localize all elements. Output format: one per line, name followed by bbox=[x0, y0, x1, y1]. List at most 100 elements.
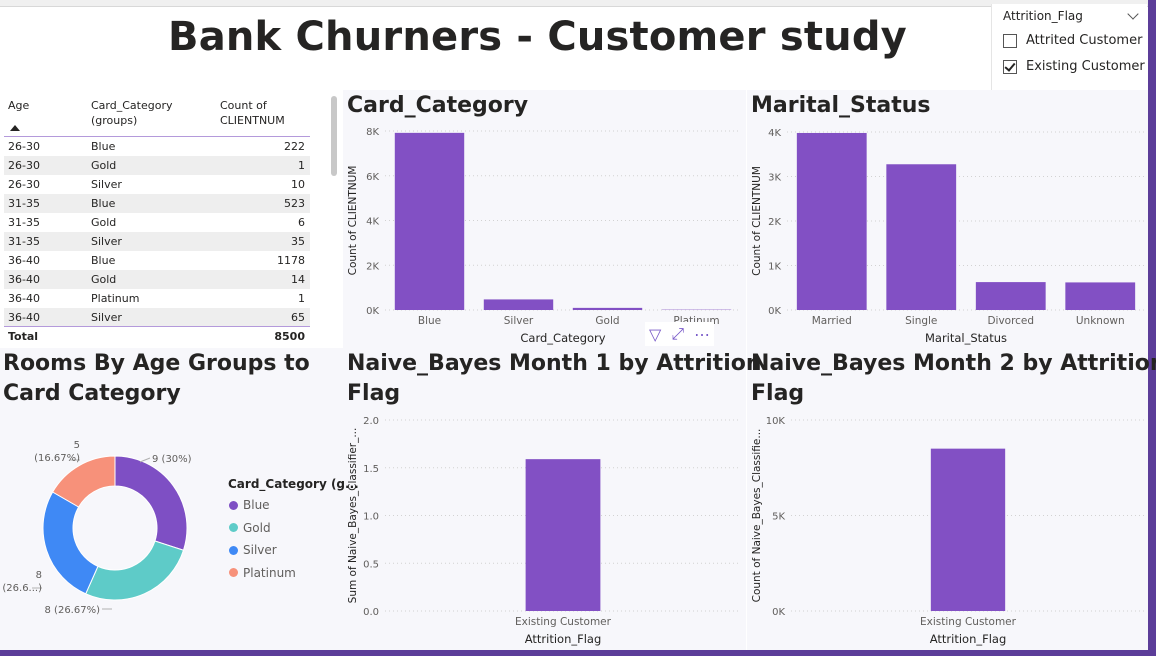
age-card-table[interactable]: Age Card_Category (groups) Count of CLIE… bbox=[4, 92, 310, 346]
legend-swatch bbox=[229, 545, 238, 555]
cell-count: 1 bbox=[298, 159, 305, 172]
bar[interactable] bbox=[930, 448, 1006, 611]
x-tick-label: Single bbox=[905, 315, 937, 327]
legend-item[interactable]: Silver bbox=[229, 543, 277, 557]
donut-legend-title: Card_Category (g... bbox=[228, 477, 359, 491]
bar[interactable] bbox=[394, 132, 465, 310]
table-row[interactable]: 31-35 Blue 523 bbox=[4, 194, 310, 213]
cell-card-category: Gold bbox=[91, 159, 117, 172]
y-tick-label: 4K bbox=[768, 128, 781, 139]
marital-status-chart[interactable]: 0K 1K 2K 3K 4K Married Single Divorced Unknown Ma… bbox=[747, 120, 1148, 348]
checkbox[interactable] bbox=[1003, 59, 1017, 74]
x-axis-title: Attrition_Flag bbox=[525, 632, 602, 646]
y-axis-title: Count of Naive_Bayes_Classifie... bbox=[751, 429, 763, 603]
cell-count: 14 bbox=[291, 273, 305, 286]
y-tick-label: 8K bbox=[366, 127, 379, 138]
chart-title-donut: Rooms By Age Groups to Card Category bbox=[3, 351, 310, 406]
table-row[interactable]: 26-30 Gold 1 bbox=[4, 156, 310, 175]
data-label: 9 (30%) bbox=[152, 454, 192, 465]
y-tick-label: 0.5 bbox=[363, 559, 379, 570]
sort-ascending-icon bbox=[10, 125, 20, 131]
x-axis-title: Card_Category bbox=[520, 331, 605, 345]
donut-chart[interactable]: 9 (30%) 8 (26.67%) 8 (26.6...) 5 (16.67%) bbox=[0, 430, 225, 630]
y-tick-label: 2K bbox=[768, 217, 781, 228]
table-row[interactable]: 31-35 Gold 6 bbox=[4, 213, 310, 232]
checkbox[interactable] bbox=[1003, 33, 1017, 48]
nb-month1-chart[interactable]: 0.0 0.5 1.0 1.5 2.0 Existing Customer Attritio… bbox=[343, 410, 746, 650]
report-title: Bank Churners - Customer study bbox=[168, 14, 907, 60]
focus-mode-icon[interactable]: ⤢ bbox=[671, 324, 685, 343]
donut-slice bbox=[114, 455, 188, 551]
legend-item[interactable]: Platinum bbox=[229, 566, 296, 580]
x-tick-label: Existing Customer bbox=[515, 616, 612, 628]
slicer-option-existing[interactable]: Existing Customer bbox=[1003, 59, 1145, 74]
table-row[interactable]: 36-40 Silver 65 bbox=[4, 308, 310, 327]
cell-count: 1178 bbox=[277, 254, 305, 267]
bar[interactable] bbox=[796, 132, 867, 310]
bar[interactable] bbox=[1065, 282, 1136, 310]
y-tick-label: 0K bbox=[772, 607, 785, 618]
cell-count: 222 bbox=[284, 140, 305, 153]
filter-icon[interactable]: ▽ bbox=[649, 324, 662, 344]
total-value: 8500 bbox=[274, 330, 305, 343]
header-card-category[interactable]: Card_Category (groups) bbox=[91, 99, 173, 127]
y-axis-title: Sum of Naive_Bayes_Classifier_... bbox=[347, 428, 359, 604]
x-tick-label: Blue bbox=[418, 315, 441, 327]
cell-count: 1 bbox=[298, 292, 305, 305]
more-options-icon[interactable]: ⋯ bbox=[694, 324, 711, 344]
cell-count: 10 bbox=[291, 178, 305, 191]
nb-month2-chart[interactable]: 0K 5K 10K Existing Customer Attrition_Flag Co… bbox=[747, 410, 1148, 650]
table-scrollbar[interactable] bbox=[331, 96, 337, 176]
table-row[interactable]: 36-40 Platinum 1 bbox=[4, 289, 310, 308]
y-tick-label: 10K bbox=[766, 416, 786, 427]
y-tick-label: 0K bbox=[768, 306, 781, 317]
table-row[interactable]: 36-40 Gold 14 bbox=[4, 270, 310, 289]
x-tick-label: Unknown bbox=[1076, 315, 1125, 327]
table-total-row: Total 8500 bbox=[4, 326, 310, 347]
header-count[interactable]: Count of CLIENTNUM bbox=[220, 99, 285, 127]
bar[interactable] bbox=[525, 459, 601, 611]
chart-title-card-category: Card_Category bbox=[347, 93, 529, 118]
cell-age: 31-35 bbox=[8, 235, 40, 248]
donut-slice bbox=[51, 455, 116, 508]
bar[interactable] bbox=[483, 299, 554, 310]
table-row[interactable]: 31-35 Silver 35 bbox=[4, 232, 310, 251]
table-row[interactable]: 26-30 Silver 10 bbox=[4, 175, 310, 194]
y-tick-label: 1K bbox=[768, 262, 781, 273]
donut-slice bbox=[42, 491, 99, 595]
data-label: 8 bbox=[36, 570, 42, 581]
chevron-down-icon[interactable] bbox=[1127, 8, 1139, 20]
table-header: Age Card_Category (groups) Count of CLIE… bbox=[4, 92, 310, 137]
cell-card-category: Silver bbox=[91, 178, 122, 191]
bar[interactable] bbox=[886, 164, 957, 310]
bar[interactable] bbox=[975, 282, 1046, 310]
frame-bottom bbox=[0, 650, 1156, 656]
x-axis-title: Attrition_Flag bbox=[930, 632, 1007, 646]
legend-item[interactable]: Gold bbox=[229, 521, 271, 535]
y-tick-label: 4K bbox=[366, 217, 379, 228]
y-axis-title: Count of CLIENTNUM bbox=[347, 166, 359, 276]
cell-card-category: Gold bbox=[91, 273, 117, 286]
y-axis-title: Count of CLIENTNUM bbox=[751, 166, 763, 276]
bar[interactable] bbox=[572, 307, 643, 310]
x-tick-label: Married bbox=[812, 315, 852, 327]
slicer-option-attrited[interactable]: Attrited Customer bbox=[1003, 33, 1142, 48]
data-label: (26.6...) bbox=[2, 583, 42, 594]
cell-card-category: Silver bbox=[91, 235, 122, 248]
attrition-flag-slicer[interactable]: Attrition_Flag Attrited Customer Existin… bbox=[991, 4, 1147, 90]
table-row[interactable]: 26-30 Blue 222 bbox=[4, 137, 310, 156]
legend-swatch bbox=[229, 523, 238, 532]
slicer-option-label: Existing Customer bbox=[1026, 59, 1145, 74]
cell-count: 6 bbox=[298, 216, 305, 229]
y-tick-label: 1.0 bbox=[363, 512, 379, 523]
donut-slice bbox=[85, 540, 185, 601]
header-age[interactable]: Age bbox=[8, 99, 30, 112]
cell-count: 35 bbox=[291, 235, 305, 248]
x-tick-label: Existing Customer bbox=[920, 616, 1017, 628]
x-tick-label: Gold bbox=[595, 315, 619, 327]
table-row[interactable]: 36-40 Blue 1178 bbox=[4, 251, 310, 270]
legend-item[interactable]: Blue bbox=[229, 498, 270, 512]
cell-age: 31-35 bbox=[8, 216, 40, 229]
cell-count: 65 bbox=[291, 311, 305, 324]
